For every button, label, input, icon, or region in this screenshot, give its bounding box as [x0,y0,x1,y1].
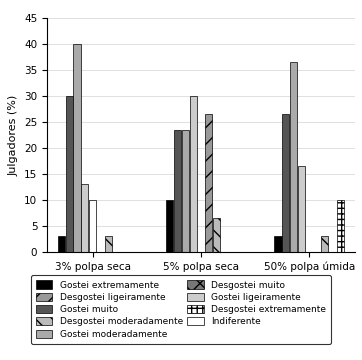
Bar [73,44,81,252]
Y-axis label: Julgadores (%): Julgadores (%) [9,94,18,176]
Bar [66,96,73,252]
Bar [190,96,197,252]
Bar [298,166,305,252]
Bar [81,184,88,252]
Bar [274,237,282,252]
Bar [166,200,173,252]
Bar [337,200,344,252]
Bar [213,218,220,252]
Bar [58,237,65,252]
Bar [290,62,297,252]
Bar [321,237,328,252]
Bar [282,114,290,252]
Bar [205,114,212,252]
Bar [89,200,96,252]
Bar [174,130,181,252]
Legend: Gostei extremamente, Desgostei ligeiramente, Gostei muito, Desgostei moderadamen: Gostei extremamente, Desgostei ligeirame… [31,275,331,344]
Bar [105,237,112,252]
Bar [182,130,189,252]
